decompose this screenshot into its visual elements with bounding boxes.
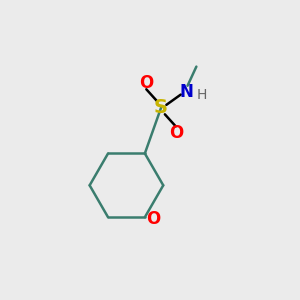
Text: N: N bbox=[179, 82, 193, 100]
Text: O: O bbox=[169, 124, 183, 142]
Text: H: H bbox=[196, 88, 207, 102]
Text: O: O bbox=[146, 210, 160, 228]
Text: O: O bbox=[139, 74, 153, 92]
Text: S: S bbox=[154, 98, 168, 117]
